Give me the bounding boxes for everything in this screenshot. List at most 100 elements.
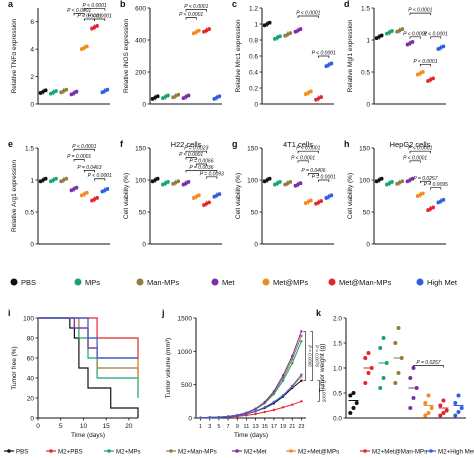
data-point — [217, 192, 222, 196]
panel-letter: g — [232, 139, 238, 149]
p-bracket — [318, 55, 330, 58]
data-point — [329, 193, 334, 197]
legend-marker — [169, 449, 173, 453]
p-value-label: P = 0.0093 — [200, 171, 224, 177]
data-point — [197, 28, 201, 33]
x-tick-label: 10 — [80, 423, 88, 430]
y-tick-label: 1.5 — [25, 146, 34, 153]
data-point — [319, 95, 323, 99]
legend-marker — [328, 278, 336, 286]
legend-top: PBS MPs Man-MPs Met Met@MPs Met@Man-MPs High M… — [10, 278, 458, 287]
legend-marker — [289, 449, 293, 453]
y-tick-label: 0.5 — [333, 391, 342, 398]
data-point — [438, 403, 443, 408]
growth-point — [226, 415, 230, 418]
p-bracket — [73, 13, 85, 16]
y-tick-label: 0 — [30, 416, 34, 423]
p-value-label: P = 0.0066 — [189, 159, 213, 165]
data-point — [426, 411, 431, 415]
data-point — [379, 176, 384, 181]
data-point — [410, 176, 415, 181]
p-value-label: P < 0.0001 — [312, 51, 336, 57]
panel-d: 0 0.5 1 1.5 d Relative Mgl1 expression P < 0.0… — [344, 0, 448, 109]
panel-title: H22 cells — [171, 140, 202, 149]
data-point — [95, 23, 99, 28]
growth-point — [254, 412, 257, 416]
data-point — [267, 176, 272, 181]
legend-marker — [107, 449, 111, 453]
data-point — [400, 179, 405, 183]
growth-point — [217, 416, 221, 419]
y-axis-label: Relative Mgl1 expression — [347, 19, 354, 92]
panel-letter: e — [8, 139, 13, 149]
data-point — [366, 351, 371, 355]
p-value-label: P < 0.0001 — [184, 4, 208, 10]
p-value-label: P = 0.0463 — [77, 165, 101, 171]
y-tick-label: 0 — [254, 102, 258, 109]
p-bracket — [419, 180, 431, 184]
y-tick-label: 0 — [142, 102, 146, 109]
p-value-label: P < 0.0001 — [88, 173, 112, 179]
growth-point — [300, 400, 303, 403]
x-tick-label: 1 — [199, 424, 202, 430]
legend-marker — [235, 449, 239, 453]
data-point — [309, 198, 313, 203]
y-tick-label: 0.5 — [361, 70, 370, 77]
y-tick-label: 0.2 — [249, 86, 258, 93]
data-point — [105, 187, 110, 191]
y-tick-label: 0.6 — [249, 54, 258, 61]
p-value-label: P < 0.0001 — [403, 31, 427, 37]
panel-b: 0 200 400 600 b Relative iNOS expression P < 0… — [120, 0, 222, 109]
panel-h: 0 50 100 150 h HepG2 cells Cell viability (%) P… — [344, 139, 448, 249]
growth-point — [281, 379, 285, 382]
y-tick-label: 0 — [366, 242, 370, 249]
data-point — [453, 401, 458, 405]
x-tick-label: 11 — [244, 424, 250, 430]
data-point — [438, 413, 443, 418]
legend-label: MPs — [85, 278, 100, 287]
y-tick-label: 100 — [23, 316, 34, 323]
growth-point — [281, 406, 285, 409]
panel-letter: i — [8, 308, 11, 318]
data-point — [329, 61, 334, 66]
p-value-label: P < 0.0001 — [408, 146, 432, 152]
p-value-label: P = 0.0257 — [416, 360, 440, 366]
x-tick-label: 0 — [36, 423, 40, 430]
data-point — [288, 31, 293, 35]
growth-point — [254, 410, 257, 413]
p-bracket — [310, 331, 313, 381]
p-value-label: P < 0.0001 — [296, 146, 320, 152]
panel-f: 0 50 100 150 f H22 cells Cell viability (%) P =… — [120, 139, 224, 249]
data-point — [366, 371, 371, 375]
growth-point — [281, 376, 285, 380]
data-point — [441, 398, 446, 403]
y-tick-label: 0 — [30, 242, 34, 249]
y-tick-label: 400 — [135, 38, 146, 45]
p-bracket — [430, 36, 442, 39]
legend-label: PBS — [21, 278, 36, 287]
data-point — [74, 89, 79, 94]
legend-marker — [429, 449, 433, 453]
p-bracket — [185, 9, 207, 12]
y-tick-label: 6 — [30, 19, 34, 26]
panel-letter: j — [161, 308, 165, 318]
data-point — [423, 401, 428, 405]
data-point — [381, 376, 386, 380]
data-point — [54, 89, 58, 93]
y-tick-label: 1.2 — [249, 6, 258, 13]
y-tick-label: 0 — [188, 416, 192, 423]
panel-letter: b — [120, 0, 126, 9]
y-tick-label: 2.0 — [333, 316, 342, 323]
y-tick-label: 2 — [30, 74, 34, 81]
data-point — [363, 356, 368, 360]
data-point — [278, 34, 282, 38]
data-point — [348, 411, 353, 415]
growth-line — [200, 374, 302, 419]
growth-point — [291, 354, 294, 358]
y-tick-label: 0.0 — [333, 416, 342, 423]
p-value-label: P < 0.0001 — [179, 152, 203, 158]
survival-line — [38, 317, 139, 418]
legend-label: High Met — [427, 278, 458, 287]
